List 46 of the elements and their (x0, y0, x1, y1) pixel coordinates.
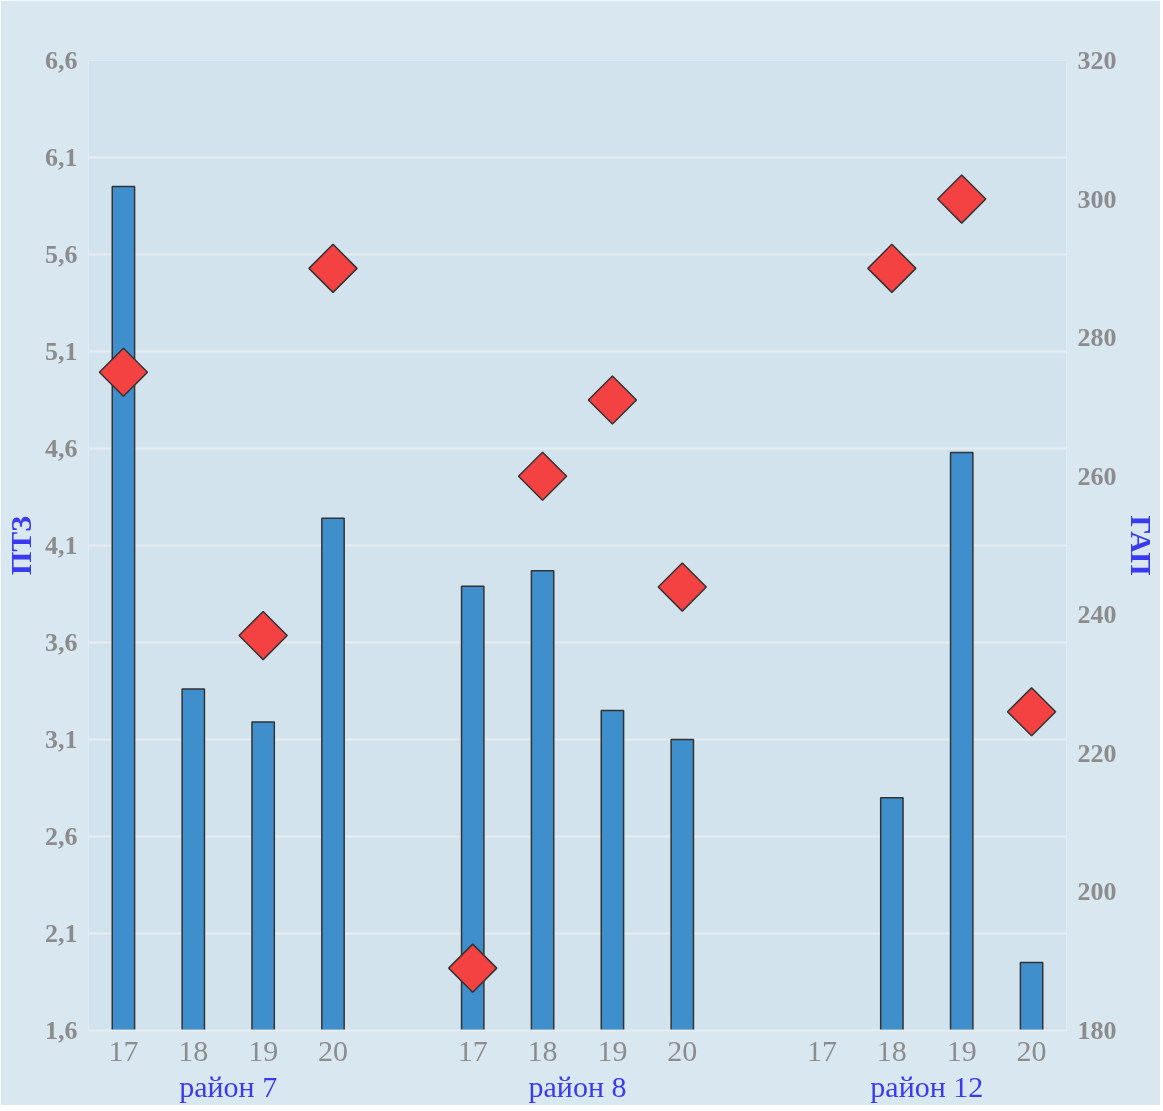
y-tick-label: 6,6 (45, 46, 78, 75)
y2-tick-label: 220 (1077, 738, 1117, 768)
x-tick-label: 18 (527, 1033, 558, 1067)
x-tick-label: 17 (108, 1033, 139, 1067)
y2-axis-title: ГАП (1124, 515, 1158, 576)
x-tick-label: 17 (807, 1033, 837, 1067)
y2-tick-label: 260 (1077, 461, 1117, 491)
x-tick-label: 19 (946, 1033, 977, 1067)
y2-tick-label: 300 (1077, 184, 1117, 214)
point (98, 347, 149, 398)
x-tick-label: 18 (178, 1033, 209, 1067)
y-axis-title: ПТЗ (4, 515, 37, 576)
point (867, 243, 917, 294)
text: район 7 (179, 1069, 278, 1103)
y-tick-label: 4,1 (45, 531, 78, 560)
y-tick-label: 6,1 (45, 143, 78, 172)
y-tick-label: 1,6 (45, 1016, 78, 1045)
y2-tick-label: 200 (1077, 877, 1117, 907)
point (517, 451, 568, 502)
text: район 8 (528, 1069, 627, 1103)
y2-tick-label: 180 (1077, 1016, 1117, 1045)
y-tick-label: 3,1 (45, 725, 78, 754)
x-tick-label: 19 (597, 1033, 628, 1067)
y-tick-label: 3,6 (45, 628, 78, 657)
point (1006, 686, 1057, 737)
y-tick-label: 2,1 (45, 919, 78, 948)
y2-tick-label: 320 (1077, 46, 1117, 75)
point (936, 174, 987, 224)
x-tick-label: 20 (318, 1033, 348, 1067)
x-tick-label: 20 (1016, 1033, 1047, 1067)
point (308, 243, 358, 294)
point (657, 562, 708, 612)
y-tick-label: 4,6 (45, 434, 78, 463)
x-tick-label: 19 (248, 1033, 279, 1067)
point (447, 943, 498, 993)
point (587, 375, 638, 425)
y2-tick-label: 240 (1077, 600, 1117, 630)
y2-tick-label: 280 (1077, 323, 1117, 353)
y-tick-label: 2,6 (45, 822, 78, 851)
y-tick-label: 5,6 (45, 240, 78, 269)
x-tick-label: 20 (667, 1033, 698, 1067)
y-tick-label: 5,1 (45, 337, 78, 366)
text: район 12 (870, 1069, 984, 1103)
x-tick-label: 17 (457, 1033, 488, 1067)
point (238, 610, 288, 661)
x-tick-label: 18 (876, 1033, 907, 1067)
